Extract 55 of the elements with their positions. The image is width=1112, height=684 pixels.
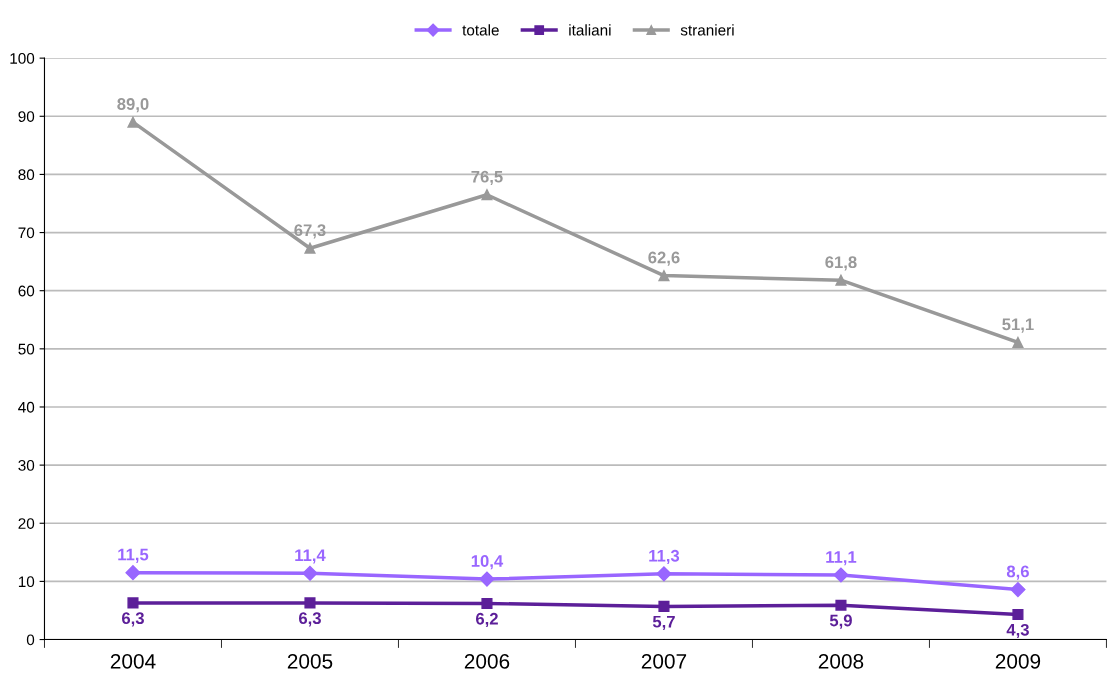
point [127,597,139,609]
y-tick-label: 90 [18,111,35,122]
point [835,599,847,611]
point [302,565,318,581]
point [656,566,672,582]
point [127,116,139,128]
legend-label: stranieri [680,24,734,36]
y-tick-label: 30 [18,459,35,471]
data-label: 6,2 [475,612,498,628]
data-label: 10,4 [471,555,504,570]
data-label: 4,3 [1006,623,1029,639]
data-label: 5,9 [829,614,852,629]
x-tick-label: 2008 [818,653,864,669]
data-label: 6,3 [122,612,144,627]
point [479,571,495,587]
point [833,567,849,583]
data-label: 11,3 [649,549,680,565]
y-tick-label: 50 [18,343,35,355]
point [658,600,670,612]
data-label: 51,1 [1002,318,1034,333]
data-label: 76,5 [471,170,503,185]
y-tick-label: 20 [18,518,35,529]
legend-label: italiani [569,24,611,36]
y-tick-label: 100 [10,53,35,64]
point [835,274,847,286]
point [125,565,141,581]
data-label: 11,5 [118,548,149,563]
data-label: 6,3 [299,612,321,627]
point [481,189,493,201]
data-label: 61,8 [825,256,857,271]
x-tick-label: 2006 [464,653,510,669]
x-tick-label: 2005 [287,653,333,669]
data-label: 5,7 [652,615,675,630]
x-tick-label: 2007 [641,653,687,669]
data-label: 62,6 [648,251,680,266]
y-tick-label: 70 [18,227,35,239]
point [658,270,670,282]
data-label: 11,4 [295,549,326,564]
point [481,597,493,610]
point [1010,581,1026,598]
x-tick-label: 2009 [995,653,1041,669]
y-tick-label: 0 [26,634,35,646]
y-tick-label: 40 [18,401,35,413]
data-label: 89,0 [117,98,149,113]
data-label: 11,1 [826,551,857,566]
point [304,597,316,609]
point [1012,336,1024,349]
point [1012,608,1024,621]
legend-label: totale [462,24,499,36]
y-tick-label: 80 [18,169,35,181]
y-tick-label: 60 [18,285,35,297]
x-tick-label: 2004 [110,653,156,669]
data-label: 8,6 [1006,565,1029,580]
point [304,242,316,254]
y-tick-label: 10 [18,576,35,588]
